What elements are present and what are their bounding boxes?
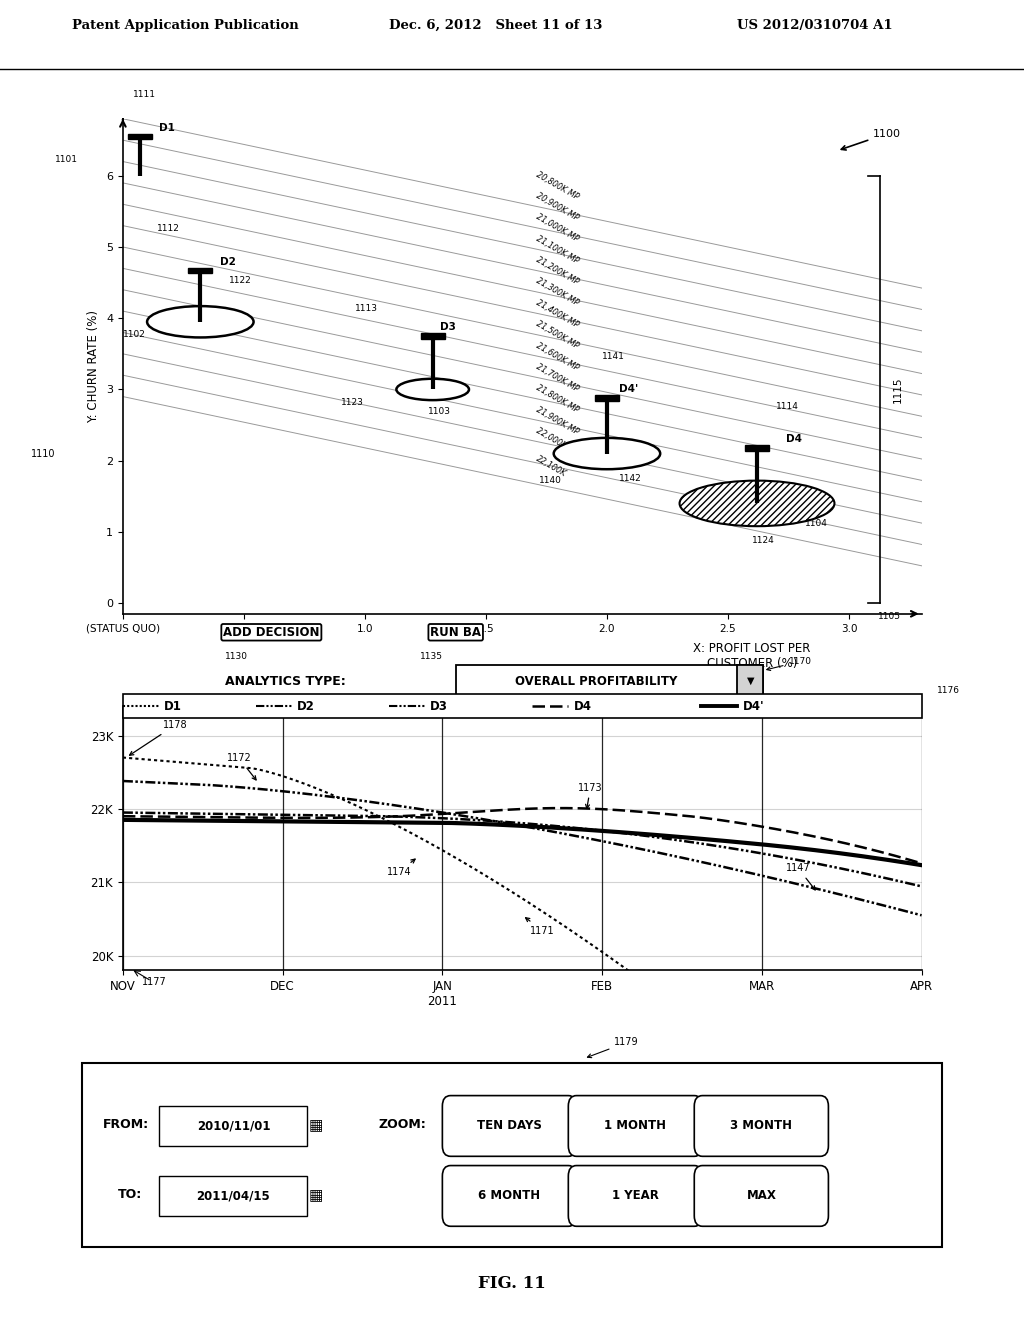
Text: 21,400K MP: 21,400K MP — [535, 298, 580, 330]
Text: 1174: 1174 — [386, 859, 415, 876]
Text: D4: D4 — [573, 700, 592, 713]
Bar — [744, 445, 769, 450]
Text: 1100: 1100 — [842, 128, 901, 150]
Text: FROM:: FROM: — [102, 1118, 148, 1131]
Text: 1142: 1142 — [620, 474, 642, 483]
Text: 1101: 1101 — [55, 154, 78, 164]
Text: 6 MONTH: 6 MONTH — [478, 1189, 541, 1203]
Text: 1105: 1105 — [878, 611, 901, 620]
Text: 20,800K MP: 20,800K MP — [535, 170, 580, 201]
Circle shape — [554, 438, 660, 469]
Text: 1 MONTH: 1 MONTH — [604, 1119, 667, 1133]
FancyBboxPatch shape — [737, 665, 763, 697]
Text: D4': D4' — [620, 384, 638, 395]
Text: D3: D3 — [430, 700, 447, 713]
Text: 1124: 1124 — [753, 536, 775, 545]
Text: Patent Application Publication: Patent Application Publication — [72, 18, 298, 32]
Text: 1114: 1114 — [776, 401, 800, 411]
Text: 22,000K MP: 22,000K MP — [535, 426, 580, 458]
Text: TEN DAYS: TEN DAYS — [477, 1119, 542, 1133]
FancyBboxPatch shape — [123, 694, 922, 718]
Text: ▼: ▼ — [746, 676, 755, 686]
Text: 1135: 1135 — [420, 652, 442, 661]
Text: 21,200K MP: 21,200K MP — [535, 255, 580, 286]
Text: 1110: 1110 — [31, 449, 55, 459]
Text: TO:: TO: — [118, 1188, 142, 1201]
Text: 3 MONTH: 3 MONTH — [730, 1119, 793, 1133]
Text: 1171: 1171 — [525, 917, 555, 936]
Text: D4: D4 — [786, 434, 802, 445]
Text: OVERALL PROFITABILITY: OVERALL PROFITABILITY — [515, 675, 678, 688]
Text: ZOOM:: ZOOM: — [379, 1118, 427, 1131]
Text: 21,900K MP: 21,900K MP — [535, 405, 580, 437]
FancyBboxPatch shape — [159, 1106, 307, 1146]
Text: D3: D3 — [440, 322, 456, 333]
Text: MAX: MAX — [746, 1189, 776, 1203]
Text: D1: D1 — [159, 123, 175, 133]
Text: D2: D2 — [220, 257, 236, 267]
Text: 1173: 1173 — [579, 783, 603, 808]
FancyBboxPatch shape — [568, 1166, 702, 1226]
Circle shape — [396, 379, 469, 400]
Circle shape — [680, 480, 835, 527]
Text: 1179: 1179 — [588, 1038, 639, 1057]
Text: 1141: 1141 — [602, 352, 625, 360]
Circle shape — [147, 306, 254, 338]
Bar — [188, 268, 212, 273]
Text: 1111: 1111 — [132, 91, 156, 99]
Text: 1104: 1104 — [806, 519, 828, 528]
Text: 1 YEAR: 1 YEAR — [612, 1189, 658, 1203]
Text: 1103: 1103 — [428, 408, 451, 416]
Text: 1113: 1113 — [355, 304, 378, 313]
Text: 1176: 1176 — [937, 686, 959, 696]
Text: 21,000K MP: 21,000K MP — [535, 213, 580, 244]
Text: 1115: 1115 — [893, 376, 902, 403]
Text: ▦: ▦ — [308, 1188, 323, 1204]
FancyBboxPatch shape — [159, 1176, 307, 1216]
Text: 21,700K MP: 21,700K MP — [535, 362, 580, 393]
FancyBboxPatch shape — [442, 1166, 577, 1226]
FancyBboxPatch shape — [694, 1166, 828, 1226]
Text: D1: D1 — [164, 700, 181, 713]
Text: RUN BA: RUN BA — [430, 626, 481, 639]
FancyBboxPatch shape — [456, 665, 763, 697]
Y-axis label: Y: CHURN RATE (%): Y: CHURN RATE (%) — [87, 310, 100, 422]
Text: 1102: 1102 — [123, 330, 145, 339]
Text: 22,100K: 22,100K — [535, 454, 567, 479]
Text: 21,100K MP: 21,100K MP — [535, 234, 580, 265]
Text: 1147: 1147 — [785, 863, 815, 890]
Text: 1140: 1140 — [540, 477, 562, 486]
Text: 1122: 1122 — [229, 276, 252, 285]
Text: 1178: 1178 — [130, 721, 187, 755]
Text: FIG. 11: FIG. 11 — [478, 1275, 546, 1291]
Text: 1170: 1170 — [767, 657, 811, 671]
Bar — [595, 395, 620, 401]
Text: D2: D2 — [297, 700, 314, 713]
Text: 1172: 1172 — [226, 754, 256, 780]
Bar — [128, 133, 152, 140]
Text: ▦: ▦ — [308, 1118, 323, 1134]
Bar — [421, 333, 444, 339]
Text: Dec. 6, 2012   Sheet 11 of 13: Dec. 6, 2012 Sheet 11 of 13 — [389, 18, 602, 32]
Text: 2011/04/15: 2011/04/15 — [197, 1189, 270, 1203]
Text: D4': D4' — [742, 700, 764, 713]
Text: 2010/11/01: 2010/11/01 — [197, 1119, 270, 1133]
Text: 20,900K MP: 20,900K MP — [535, 191, 580, 223]
FancyBboxPatch shape — [694, 1096, 828, 1156]
Text: 1123: 1123 — [341, 399, 364, 407]
FancyBboxPatch shape — [82, 1063, 942, 1247]
Text: 21,500K MP: 21,500K MP — [535, 319, 580, 351]
Text: ADD DECISION: ADD DECISION — [223, 626, 319, 639]
Text: 21,800K MP: 21,800K MP — [535, 383, 580, 414]
Text: X: PROFIT LOST PER
CUSTOMER (%): X: PROFIT LOST PER CUSTOMER (%) — [693, 643, 811, 671]
FancyBboxPatch shape — [442, 1096, 577, 1156]
Text: 21,300K MP: 21,300K MP — [535, 276, 580, 308]
Text: ANALYTICS TYPE:: ANALYTICS TYPE: — [225, 675, 346, 688]
Text: 1177: 1177 — [142, 977, 167, 987]
Text: 1112: 1112 — [157, 224, 179, 234]
Text: 21,600K MP: 21,600K MP — [535, 341, 580, 372]
Text: 1130: 1130 — [225, 652, 248, 661]
Text: US 2012/0310704 A1: US 2012/0310704 A1 — [737, 18, 893, 32]
FancyBboxPatch shape — [568, 1096, 702, 1156]
